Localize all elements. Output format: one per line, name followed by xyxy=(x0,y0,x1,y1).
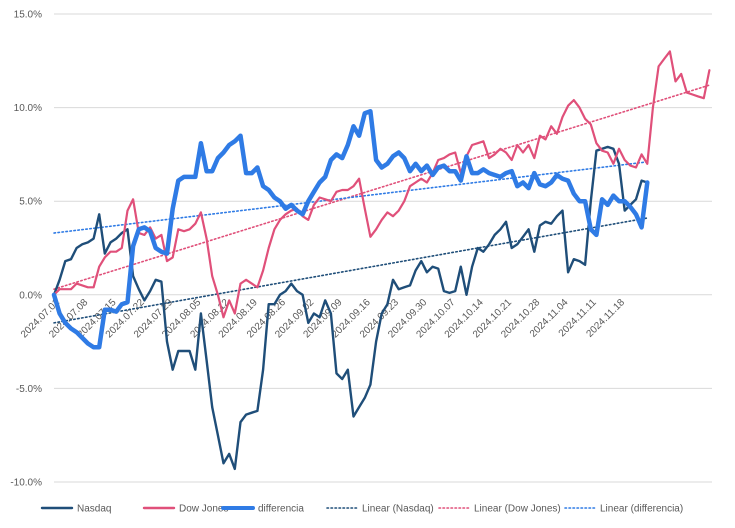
series-line-nasdaq xyxy=(52,145,649,471)
legend-label: Dow Jones xyxy=(179,504,228,515)
legend: Nasdaq Dow Jones differencia Linear (Nasdaq… xyxy=(40,504,683,515)
legend-label: differencia xyxy=(258,504,304,515)
legend-label: Linear (Dow Jones) xyxy=(474,504,561,515)
gridlines xyxy=(54,13,712,483)
series-line-diff xyxy=(51,109,650,350)
trend-line-diff xyxy=(53,161,649,234)
y-tick-label: 5.0% xyxy=(19,197,42,208)
legend-label: Linear (Nasdaq) xyxy=(362,504,434,515)
y-axis: 15.0% 10.0% 5.0% 0.0% -5.0% -10.0% xyxy=(10,10,42,489)
y-tick-label: -10.0% xyxy=(10,478,42,489)
series-lines xyxy=(51,50,711,471)
trend-line-nasdaq xyxy=(53,217,649,324)
trend-lines xyxy=(53,84,711,324)
y-tick-label: 15.0% xyxy=(14,10,42,21)
y-tick-label: -5.0% xyxy=(16,384,42,395)
series-line-dow xyxy=(52,50,711,319)
y-tick-label: 10.0% xyxy=(14,103,42,114)
y-tick-label: 0.0% xyxy=(19,290,42,301)
legend-label: Linear (differencia) xyxy=(600,504,683,515)
legend-label: Nasdaq xyxy=(77,504,111,515)
trend-line-dow xyxy=(53,84,711,290)
